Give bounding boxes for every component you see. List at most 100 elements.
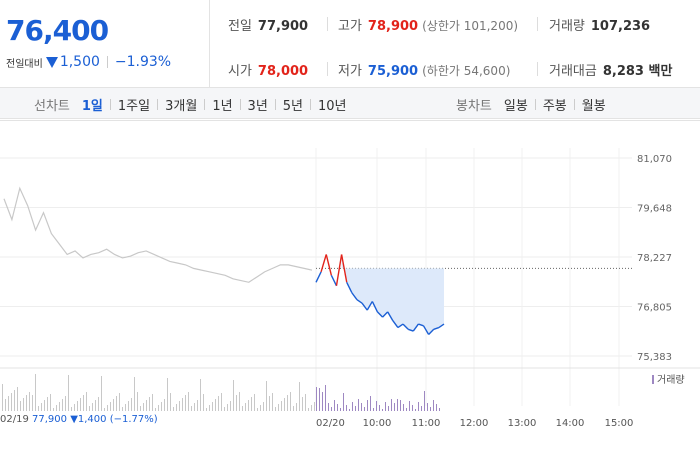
stat-low: 저가 75,900 (하한가 54,600) (338, 60, 510, 79)
volume-bar (290, 392, 291, 411)
volume-bar (53, 408, 54, 411)
volume-bar (74, 404, 75, 411)
period-tab-0[interactable]: 1일 (81, 99, 103, 114)
divider (534, 99, 536, 110)
prev-day-summary: 02/19 77,900 ▼1,400 (−1.77%) (0, 414, 158, 425)
volume-bar (116, 396, 117, 411)
candle-chart-label: 봉차트 (456, 99, 492, 114)
volume-bar (2, 384, 3, 411)
stat-label: 전일 (228, 19, 252, 34)
volume-bar (14, 390, 15, 411)
period-tab-5[interactable]: 5년 (282, 99, 304, 114)
volume-bar (406, 408, 407, 411)
divider (106, 56, 108, 68)
today-line-segment (412, 323, 419, 332)
volume-bar (427, 403, 428, 411)
volume-bar (391, 399, 392, 411)
today-line-segment (418, 323, 424, 327)
volume-bar (316, 387, 317, 411)
volume-bar (349, 409, 350, 411)
stats-panel: 전일 77,900 고가 78,900 (상한가 101,200) 거래량 107,23… (211, 0, 700, 88)
period-tab-6[interactable]: 10년 (318, 99, 347, 114)
volume-bar (382, 409, 383, 411)
volume-bar (5, 399, 6, 411)
volume-bar (158, 405, 159, 411)
stat-sub: (하한가 54,600) (422, 64, 511, 78)
volume-bar (134, 377, 135, 411)
volume-bar (346, 405, 347, 411)
volume-bar (394, 403, 395, 411)
x-tick-label: 11:00 (412, 418, 441, 429)
down-arrow-icon (45, 56, 58, 68)
stat-value: 107,236 (590, 19, 651, 34)
volume-bar (164, 399, 165, 411)
volume-bar (146, 400, 147, 411)
volume-bar (209, 405, 210, 411)
volume-bar (340, 408, 341, 411)
volume-bar (188, 392, 189, 411)
volume-bar (113, 399, 114, 411)
volume-bar (436, 404, 437, 411)
today-line-segment (361, 302, 368, 311)
stat-label: 시가 (228, 64, 252, 79)
today-line-segment (335, 254, 343, 286)
candle-tab-1[interactable]: 주봉 (542, 99, 567, 114)
volume-bar (11, 393, 12, 411)
today-line-segment (433, 326, 440, 330)
today-line-segment (376, 311, 384, 318)
period-tab-3[interactable]: 1년 (212, 99, 233, 114)
volume-bar (92, 403, 93, 411)
stat-volume: 거래량 107,236 (549, 15, 650, 34)
volume-bar (397, 399, 398, 411)
volume-bar (278, 404, 279, 411)
period-tab-2[interactable]: 3개월 (165, 99, 198, 114)
candle-tab-0[interactable]: 일봉 (503, 99, 528, 114)
volume-bar (230, 401, 231, 411)
volume-bar (361, 403, 362, 411)
volume-bar (50, 394, 51, 411)
candle-chart-periods: 봉차트 일봉 주봉 월봉 (456, 95, 606, 114)
volume-bar (260, 405, 261, 411)
change-row: 전일대비 1,500 −1.93% (6, 54, 171, 70)
period-tab-1[interactable]: 1주일 (117, 99, 151, 114)
divider (537, 62, 538, 76)
today-line-segment (340, 254, 348, 283)
volume-bar (56, 405, 57, 411)
volume-bar (275, 407, 276, 411)
volume-bar (98, 397, 99, 411)
today-line-segment (325, 254, 333, 276)
stat-value: 78,900 (367, 19, 419, 34)
volume-bar (86, 392, 87, 411)
volume-bar (433, 400, 434, 411)
volume-bar (107, 405, 108, 411)
volume-bar (206, 408, 207, 411)
line-chart-periods: 선차트 1일 1주일 3개월 1년 3년 5년 10년 (34, 95, 347, 114)
volume-bar (266, 381, 267, 411)
volume-bar (296, 403, 297, 411)
volume-bar (119, 393, 120, 411)
volume-bar (38, 406, 39, 411)
divider (327, 17, 328, 31)
volume-bar (23, 398, 24, 411)
volume-bar (233, 380, 234, 411)
x-tick-label: 13:00 (508, 418, 537, 429)
y-tick-label: 78,227 (637, 253, 672, 264)
volume-bar (305, 394, 306, 411)
y-tick-label: 75,383 (637, 352, 672, 363)
divider (274, 99, 276, 110)
volume-bar (412, 405, 413, 411)
volume-bar (161, 402, 162, 411)
volume-bar (167, 378, 168, 411)
volume-bar (430, 407, 431, 411)
period-tab-4[interactable]: 3년 (247, 99, 268, 114)
volume-bar (59, 402, 60, 411)
stat-amount: 거래대금 8,283 백만 (549, 60, 672, 79)
volume-bar (403, 404, 404, 411)
volume-bar (227, 404, 228, 411)
chart-toolbar: 선차트 1일 1주일 3개월 1년 3년 5년 10년 봉차트 일봉 주봉 월봉 (0, 88, 700, 119)
volume-bar (101, 376, 102, 411)
volume-bar (32, 395, 33, 411)
candle-tab-2[interactable]: 월봉 (581, 99, 606, 114)
volume-bar (140, 406, 141, 411)
price-chart[interactable]: 81,070 79,648 78,227 76,805 75,383 거래량 02/20 10… (0, 120, 700, 450)
